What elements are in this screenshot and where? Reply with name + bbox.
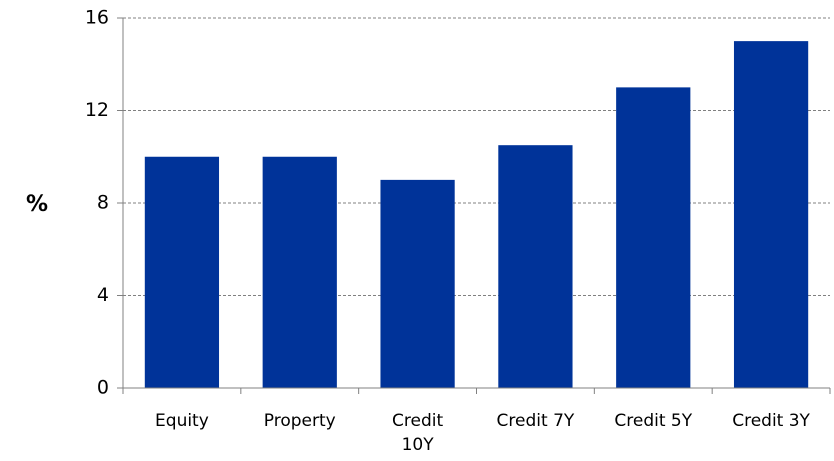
x-tick-label: Credit 7Y (497, 411, 575, 431)
y-tick-label: 4 (97, 284, 109, 306)
bar (616, 87, 691, 388)
x-tick-label: Equity (155, 411, 209, 431)
bar (380, 179, 455, 388)
bar (144, 156, 220, 388)
y-tick-label: 0 (97, 377, 109, 399)
bar (498, 145, 573, 388)
y-tick-label: 8 (97, 192, 109, 214)
x-tick-label: Credit 5Y (614, 411, 692, 431)
x-tick-label: Credit 10Y (392, 411, 443, 455)
y-tick-label: 16 (85, 7, 109, 29)
bar (262, 156, 337, 388)
x-tick-label: Property (264, 411, 336, 431)
bar (733, 41, 809, 388)
y-tick-label: 12 (85, 99, 109, 121)
y-axis-label: % (26, 192, 48, 217)
x-tick-label: Credit 3Y (732, 411, 810, 431)
